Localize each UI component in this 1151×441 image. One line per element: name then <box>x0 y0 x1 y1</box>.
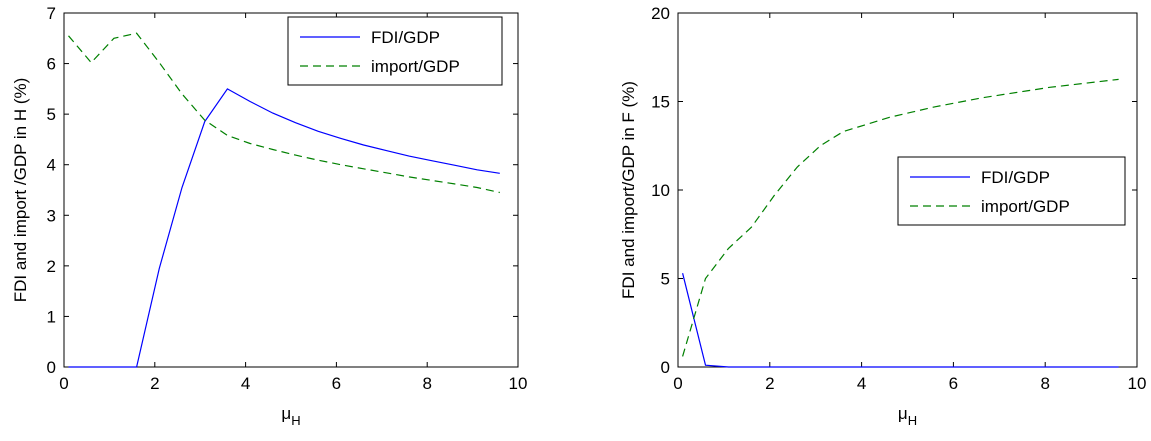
series-line-fdi-gdp <box>682 273 1119 368</box>
series-line-import-gdp <box>682 78 1119 357</box>
x-tick-label: 10 <box>1128 374 1147 393</box>
y-tick-label: 1 <box>47 307 56 326</box>
x-axis-label: μH <box>281 404 300 428</box>
y-tick-label: 10 <box>651 181 670 200</box>
x-tick-label: 8 <box>422 374 431 393</box>
x-tick-label: 8 <box>1040 374 1049 393</box>
legend: FDI/GDP import/GDP <box>897 156 1126 226</box>
legend-label: FDI/GDP <box>981 168 1050 187</box>
x-tick-label: 2 <box>765 374 774 393</box>
x-tick-label: 6 <box>949 374 958 393</box>
plot-frame <box>63 12 519 368</box>
y-tick-label: 0 <box>661 358 670 377</box>
x-tick-label: 10 <box>509 374 528 393</box>
y-tick-label: 0 <box>47 358 56 377</box>
chart-1: 0 2 4 6 8 10 0 1 2 3 4 5 6 7 μH FDI and import /GDP in … <box>11 4 527 428</box>
legend: FDI/GDP import/GDP <box>287 16 503 86</box>
legend-label: FDI/GDP <box>371 28 440 47</box>
y-tick-label: 7 <box>47 4 56 23</box>
legend-box <box>897 156 1126 226</box>
series-line-fdi-gdp <box>68 88 500 368</box>
x-tick-label: 0 <box>59 374 68 393</box>
chart-2: 0 2 4 6 8 10 0 5 10 15 20 μH FDI and import/GDP in F… <box>619 4 1146 428</box>
y-tick-label: 5 <box>47 105 56 124</box>
y-tick-label: 15 <box>651 93 670 112</box>
y-tick-label: 2 <box>47 257 56 276</box>
y-tick-label: 5 <box>661 270 670 289</box>
x-tick-label: 4 <box>241 374 250 393</box>
x-tick-label: 2 <box>150 374 159 393</box>
legend-label: import/GDP <box>371 57 460 76</box>
y-tick-label: 4 <box>47 156 56 175</box>
legend-box <box>287 16 503 86</box>
y-axis-label: FDI and import /GDP in H (%) <box>11 78 30 303</box>
x-tick-label: 4 <box>857 374 866 393</box>
y-tick-label: 3 <box>47 206 56 225</box>
y-tick-label: 20 <box>651 4 670 23</box>
y-axis-label: FDI and import/GDP in F (%) <box>619 81 638 299</box>
x-tick-label: 0 <box>673 374 682 393</box>
x-axis-label: μH <box>898 404 917 428</box>
x-tick-label: 6 <box>332 374 341 393</box>
series-line-import-gdp <box>68 32 500 194</box>
y-tick-label: 6 <box>47 55 56 74</box>
legend-label: import/GDP <box>981 197 1070 216</box>
